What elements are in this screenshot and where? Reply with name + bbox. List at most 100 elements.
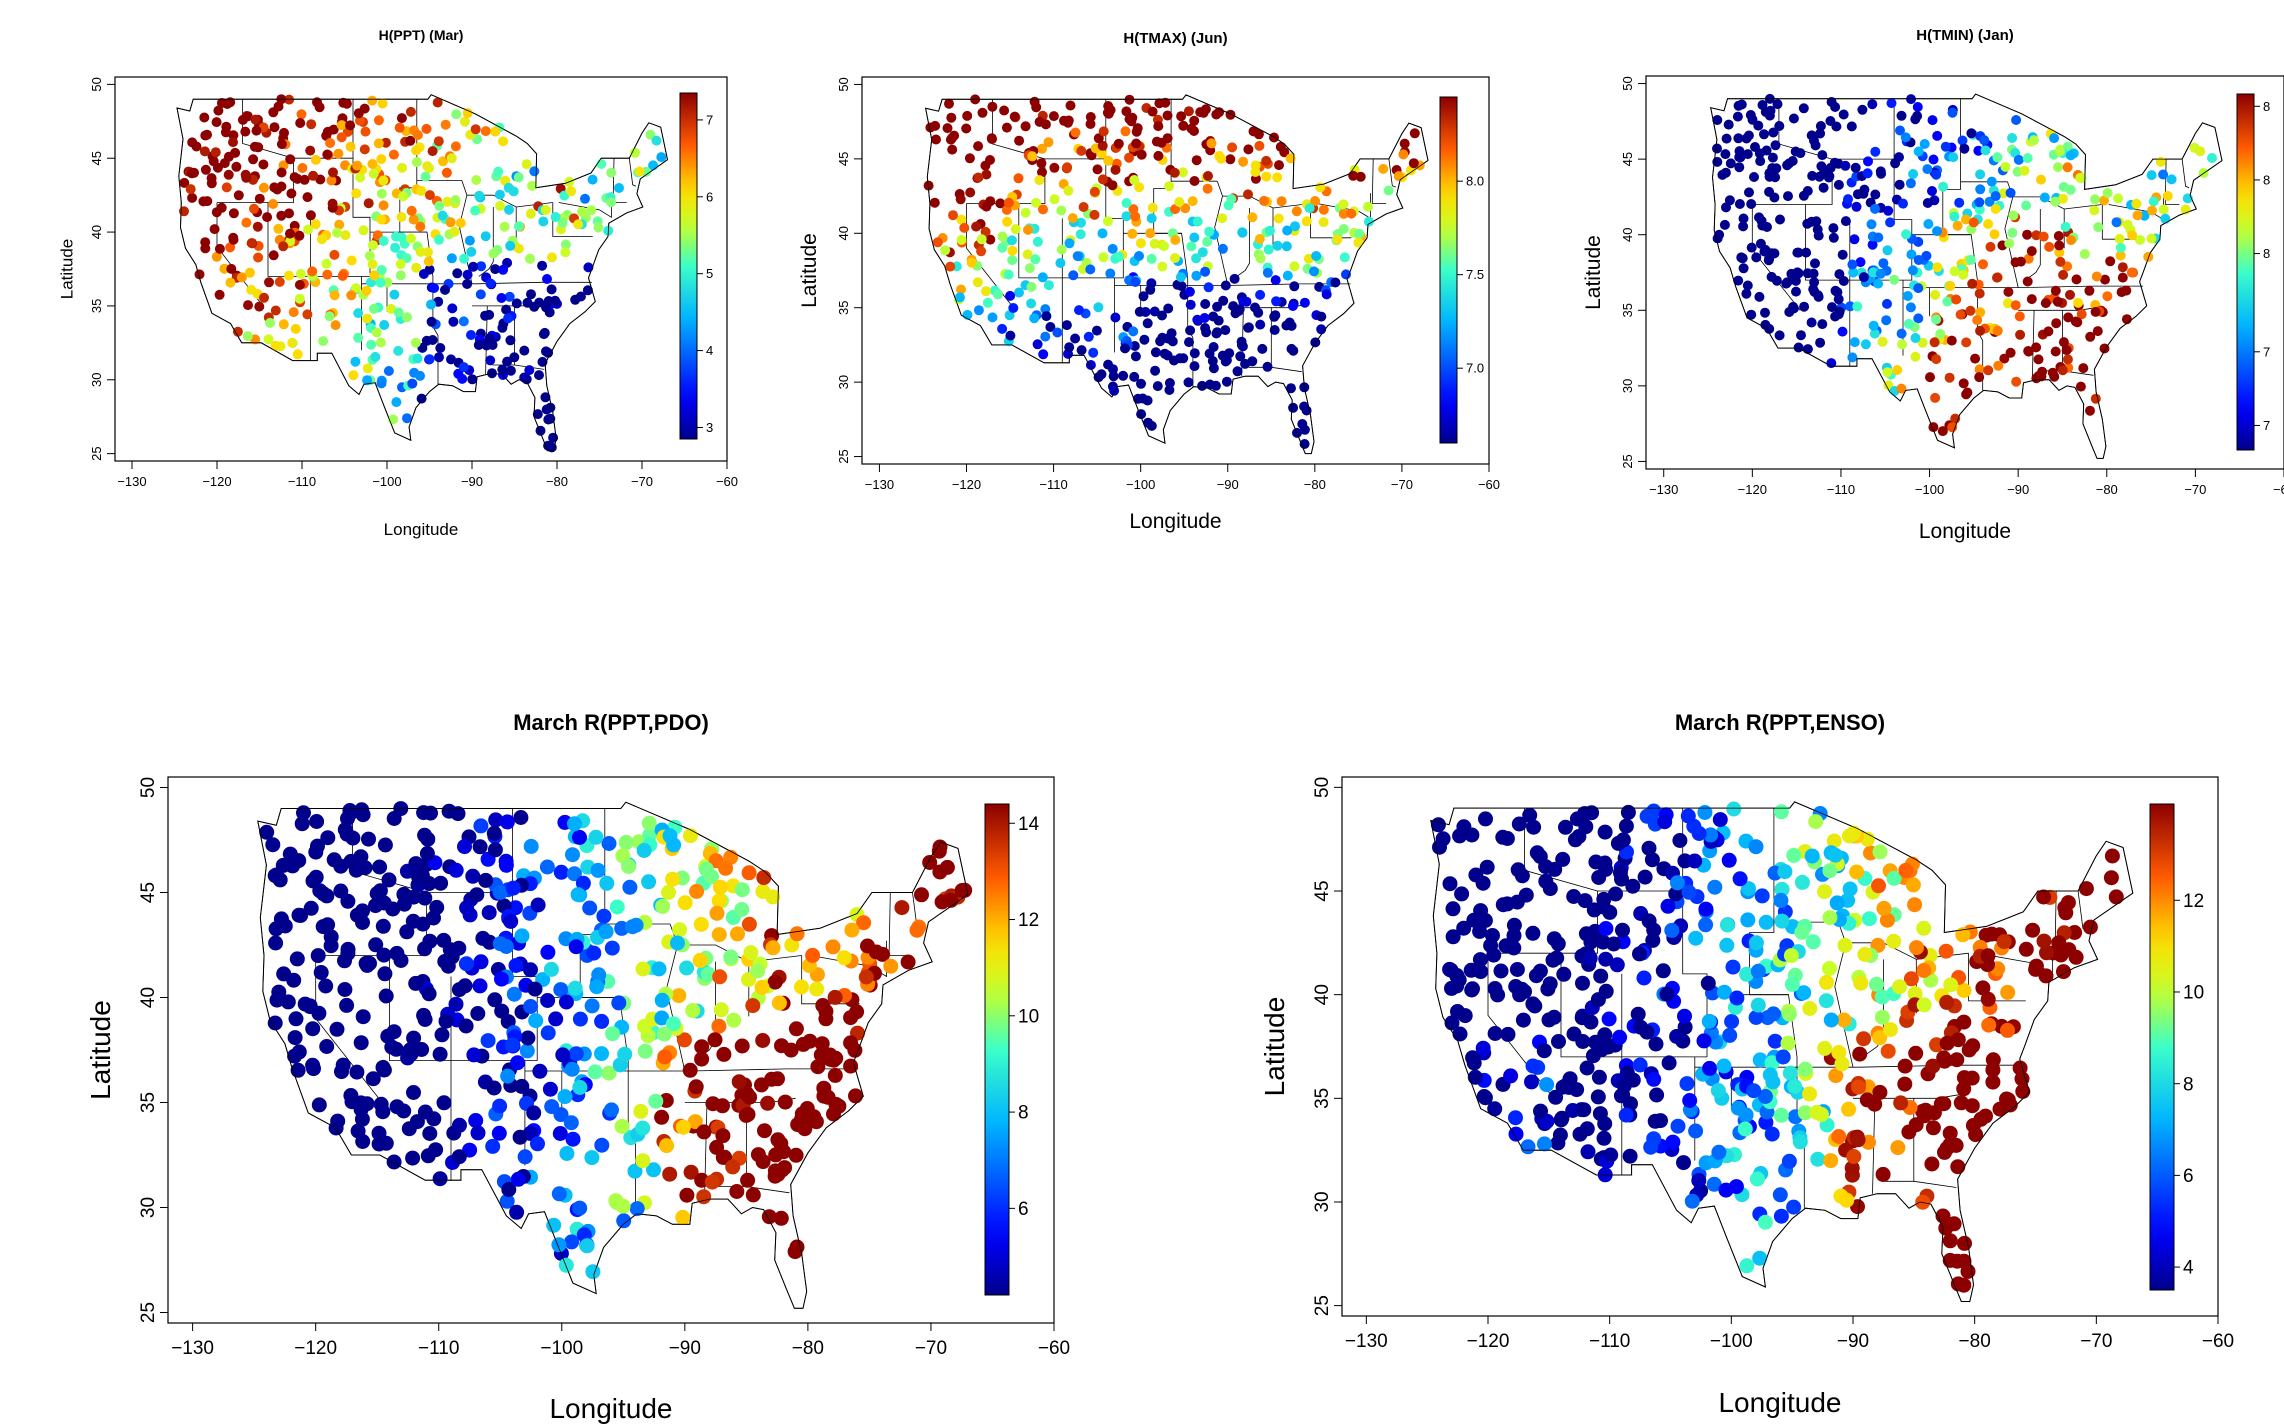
station-point — [582, 285, 593, 296]
station-point — [1817, 884, 1832, 900]
station-point — [1038, 349, 1049, 360]
station-point — [1598, 983, 1614, 999]
station-point — [945, 261, 956, 272]
station-point — [1925, 372, 1935, 383]
station-point — [424, 163, 434, 174]
station-point — [475, 289, 486, 300]
station-point — [1700, 975, 1716, 991]
station-point — [1034, 175, 1045, 186]
station-point — [1487, 1026, 1503, 1041]
station-point — [1764, 1126, 1780, 1142]
station-point — [336, 132, 347, 143]
station-point — [1131, 126, 1142, 137]
station-point — [1732, 871, 1748, 887]
station-point — [322, 269, 333, 280]
station-point — [1105, 105, 1116, 116]
station-point — [1270, 275, 1281, 286]
station-point — [498, 136, 509, 147]
station-point — [630, 147, 640, 158]
station-point — [1085, 112, 1096, 122]
station-point — [1872, 844, 1888, 860]
station-point — [1841, 828, 1857, 844]
station-point — [1226, 194, 1237, 204]
station-point — [426, 316, 437, 327]
station-point — [1786, 1199, 1802, 1215]
station-point — [464, 235, 475, 246]
station-point — [1874, 1009, 1890, 1025]
station-point — [1133, 393, 1143, 404]
station-point — [1893, 1095, 1909, 1111]
station-point — [2108, 889, 2124, 905]
station-point — [931, 134, 941, 145]
station-point — [1937, 426, 1948, 437]
station-point — [378, 175, 389, 186]
station-point — [376, 265, 387, 275]
station-point — [249, 203, 259, 214]
station-point — [287, 337, 298, 348]
station-point — [458, 316, 469, 327]
station-point — [228, 208, 239, 219]
station-point — [250, 114, 261, 125]
station-point — [1597, 824, 1613, 840]
station-point — [1274, 160, 1284, 171]
station-point — [223, 169, 234, 180]
station-point — [370, 351, 381, 362]
station-point — [1330, 277, 1341, 288]
station-point — [948, 210, 958, 221]
station-point — [302, 192, 313, 203]
station-point — [1225, 109, 1236, 120]
station-point — [1263, 244, 1274, 255]
station-point — [1237, 227, 1248, 238]
station-point — [437, 210, 448, 221]
station-point — [985, 155, 995, 165]
station-point — [2054, 247, 2065, 258]
station-point — [2060, 895, 2076, 911]
station-point — [350, 356, 361, 367]
station-point — [487, 368, 497, 379]
station-point — [651, 135, 662, 146]
plot-frame — [861, 76, 1490, 465]
station-point — [1399, 138, 1410, 149]
station-point — [1512, 987, 1528, 1003]
station-point — [1712, 143, 1722, 154]
station-point — [1186, 241, 1197, 252]
station-point — [1917, 337, 1928, 348]
station-point — [232, 326, 243, 337]
station-point — [1064, 238, 1075, 249]
plot-frame — [114, 76, 728, 462]
station-point — [462, 269, 473, 280]
station-point — [537, 260, 548, 271]
station-point — [1159, 348, 1170, 359]
station-point — [1539, 1077, 1555, 1093]
station-point — [1657, 814, 1673, 830]
station-point — [1290, 221, 1300, 232]
station-point — [977, 107, 988, 118]
station-point — [1508, 1110, 1523, 1126]
station-point — [1264, 225, 1275, 236]
station-point — [2103, 870, 2119, 886]
state-border — [1694, 1064, 2025, 1068]
station-point — [543, 440, 554, 451]
station-point — [1288, 402, 1299, 413]
station-point — [470, 205, 481, 216]
station-point — [962, 110, 973, 121]
station-point — [221, 121, 232, 132]
station-point — [1680, 808, 1696, 824]
station-point — [1142, 318, 1153, 329]
station-point — [2036, 933, 2052, 949]
station-point — [1062, 162, 1073, 173]
station-point — [1056, 205, 1067, 216]
station-point — [1932, 262, 1943, 273]
station-point — [433, 136, 444, 147]
station-point — [1527, 998, 1543, 1014]
station-point — [310, 219, 321, 230]
station-point — [526, 289, 536, 300]
station-point — [976, 234, 987, 245]
station-point — [1038, 204, 1048, 215]
x-tick-label: −80 — [1304, 477, 1326, 492]
station-point — [524, 365, 535, 376]
station-point — [1065, 100, 1076, 111]
station-point — [1748, 839, 1764, 855]
